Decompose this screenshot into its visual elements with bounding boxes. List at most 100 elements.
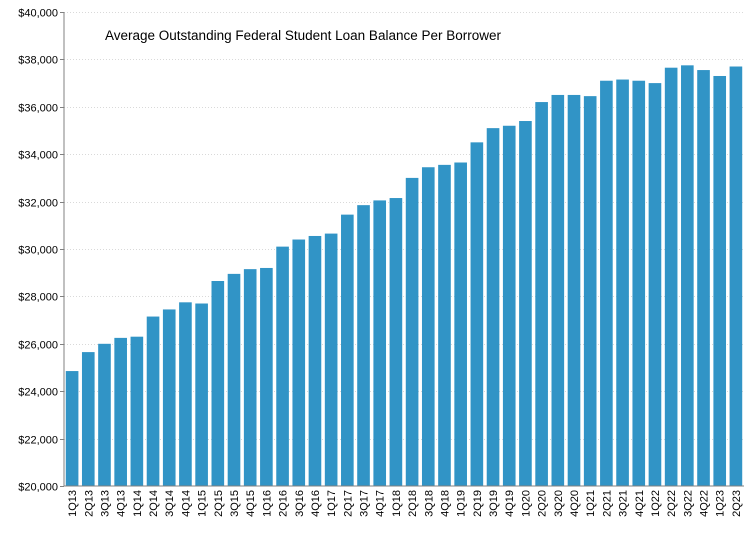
x-tick-label: 1Q20 [520,490,532,517]
bar-2Q15 [211,281,225,486]
bar-2Q21 [600,80,613,486]
x-tick-label: 2Q18 [407,490,419,517]
y-tick-label: $36,000 [18,103,58,115]
bar-4Q13 [114,337,127,487]
y-axis-ticks: $20,000 $22,000 $24,000 $26,000 $28,000 $30,0… [18,8,64,494]
x-tick-label: 1Q22 [650,490,662,517]
bar-2Q14 [146,316,160,486]
y-tick-label: $32,000 [18,198,58,210]
bar-1Q16 [260,267,273,486]
x-tick-label: 4Q13 [116,490,128,517]
x-tick-label: 3Q14 [164,490,176,517]
bar-4Q22 [697,70,710,486]
x-tick-label: 2Q13 [83,490,95,517]
bar-3Q20 [551,94,565,486]
x-tick-label: 3Q18 [423,490,435,517]
x-tick-label: 4Q14 [180,490,192,517]
x-tick-label: 3Q22 [682,490,694,517]
bar-4Q15 [243,269,257,486]
x-tick-label: 1Q18 [391,490,403,517]
x-tick-label: 3Q21 [618,490,630,517]
x-tick-label: 1Q23 [715,490,727,517]
x-tick-label: 4Q17 [375,490,387,517]
x-tick-label: 3Q19 [488,490,500,517]
bar-1Q14 [130,336,144,486]
bar-2Q16 [276,246,289,486]
bar-4Q18 [438,164,451,486]
bar-2Q13 [81,352,95,486]
bar-4Q17 [373,200,387,486]
x-tick-label: 2Q22 [666,490,678,517]
bar-1Q17 [324,233,338,486]
x-tick-label: 4Q21 [634,490,646,517]
bar-2Q19 [470,142,484,486]
bar-3Q16 [292,239,306,486]
bars [65,65,743,487]
x-tick-label: 2Q15 [213,490,225,517]
bar-1Q15 [195,303,208,486]
x-tick-label: 4Q15 [245,490,257,517]
bar-2Q22 [664,67,678,486]
bar-4Q16 [308,235,322,486]
x-tick-label: 1Q19 [456,490,468,517]
x-tick-label: 2Q23 [731,490,743,517]
bar-1Q22 [648,83,662,486]
y-tick-label: $26,000 [18,340,58,352]
bar-4Q14 [179,302,192,486]
x-tick-label: 3Q20 [553,490,565,517]
bar-3Q14 [162,309,176,486]
bar-2Q18 [405,177,419,486]
bar-4Q19 [502,125,516,486]
x-tick-label: 3Q16 [294,490,306,517]
bar-1Q19 [454,162,467,486]
x-tick-label: 2Q20 [537,490,549,517]
bar-2Q17 [341,214,354,486]
bar-1Q21 [583,96,597,486]
bar-4Q21 [632,80,646,486]
x-tick-label: 4Q16 [310,490,322,517]
x-tick-label: 1Q15 [197,490,209,517]
x-tick-label: 3Q13 [99,490,111,517]
x-tick-label: 4Q19 [504,490,516,517]
x-tick-label: 2Q17 [342,490,354,517]
x-tick-label: 1Q13 [67,490,79,517]
x-tick-label: 2Q16 [278,490,290,517]
y-tick-label: $24,000 [18,387,58,399]
bar-2Q20 [535,102,548,486]
bar-1Q13 [65,371,79,486]
y-tick-label: $30,000 [18,245,58,257]
x-tick-label: 1Q16 [261,490,273,517]
bar-3Q22 [681,65,694,486]
bar-1Q18 [389,198,403,487]
x-tick-label: 1Q17 [326,490,338,517]
bar-3Q13 [98,343,111,486]
x-tick-label: 2Q19 [472,490,484,517]
x-tick-label: 3Q17 [359,490,371,517]
bar-3Q18 [421,167,435,487]
x-tick-label: 2Q21 [601,490,613,517]
chart-title: Average Outstanding Federal Student Loan… [105,28,502,43]
bar-4Q20 [567,94,581,486]
x-tick-label: 1Q21 [585,490,597,517]
y-tick-label: $38,000 [18,55,58,67]
bar-1Q20 [519,121,532,487]
y-tick-label: $22,000 [18,435,58,447]
x-tick-label: 4Q18 [439,490,451,517]
bar-3Q19 [486,128,500,486]
x-tick-label: 4Q22 [699,490,711,517]
x-tick-label: 3Q15 [229,490,241,517]
y-tick-label: $34,000 [18,150,58,162]
bar-3Q17 [357,205,370,486]
y-tick-label: $40,000 [18,8,58,20]
bar-1Q23 [713,75,727,487]
bar-3Q21 [616,79,629,486]
y-tick-label: $20,000 [18,482,58,494]
bar-2Q23 [729,66,743,486]
bar-3Q15 [227,273,241,486]
x-tick-label: 4Q20 [569,490,581,517]
gridlines [64,12,744,440]
x-tick-label: 1Q14 [132,490,144,517]
y-tick-label: $28,000 [18,292,58,304]
x-tick-label: 2Q14 [148,490,160,517]
